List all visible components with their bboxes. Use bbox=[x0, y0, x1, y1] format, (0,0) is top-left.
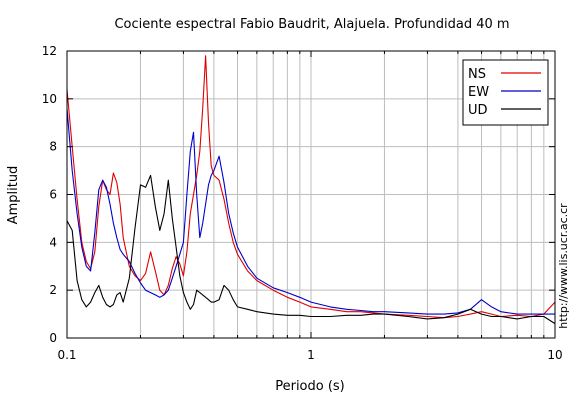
y-axis-label: Amplitud bbox=[6, 166, 21, 225]
series-group bbox=[66, 55, 556, 325]
legend-label-ew: EW bbox=[468, 85, 489, 100]
legend-label-ns: NS bbox=[468, 67, 486, 82]
series-line-ud bbox=[66, 174, 556, 325]
legend-box bbox=[462, 59, 549, 126]
series-line-ew bbox=[66, 108, 555, 315]
x-tick-label: 1 bbox=[307, 348, 315, 362]
y-tick-label: 2 bbox=[49, 283, 57, 297]
y-tick-label: 6 bbox=[49, 188, 57, 202]
x-tick-label: 10 bbox=[547, 348, 562, 362]
y-tick-label: 12 bbox=[42, 44, 57, 58]
source-url-note: http://www.lis.ucr.ac.cr bbox=[557, 203, 570, 329]
series-line-ns bbox=[66, 55, 556, 319]
y-tick-label: 10 bbox=[42, 92, 57, 106]
y-tick-label: 0 bbox=[49, 331, 57, 345]
y-tick-label: 8 bbox=[49, 140, 57, 154]
legend-label-ud: UD bbox=[468, 103, 488, 118]
chart-title: Cociente espectral Fabio Baudrit, Alajue… bbox=[114, 17, 509, 32]
y-tick-label: 4 bbox=[49, 235, 57, 249]
axis-ticks: 0 2 4 6 8 10 12 0.1 1 10 bbox=[42, 44, 563, 362]
x-axis-label: Periodo (s) bbox=[275, 379, 345, 394]
x-tick-label: 0.1 bbox=[57, 348, 76, 362]
legend: NS EW UD bbox=[462, 59, 549, 126]
